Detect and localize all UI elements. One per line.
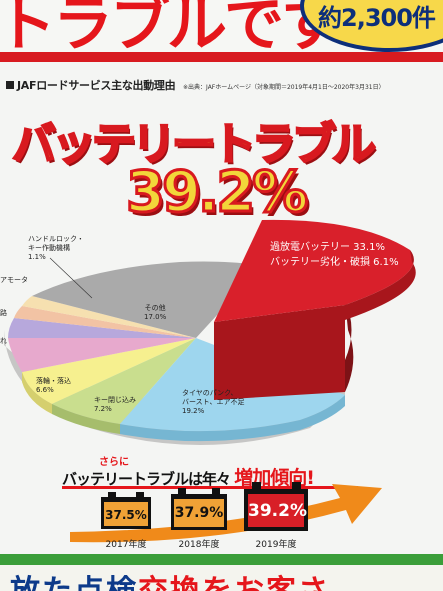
battery-2018-icon: [171, 488, 227, 530]
battery-2019-value: 39.2%: [248, 501, 307, 521]
slice-battery-wall: [214, 305, 345, 400]
other-slice-label: その他 17.0%: [144, 304, 167, 321]
slice-key-side: [52, 404, 120, 434]
trend-pre: さらに: [99, 457, 129, 468]
battery-2019-icon: [244, 482, 308, 531]
slice-salmon: [14, 306, 196, 338]
battery-2017-icon: [101, 492, 151, 529]
road-slice-label: 路: [0, 309, 7, 317]
battery-2017-value: 37.5%: [105, 508, 147, 522]
chart-subtitle: JAFロードサービス主な出動理由: [6, 77, 176, 93]
slice-key: [52, 338, 196, 424]
tire-slice-label: タイヤのパンク、 バースト、エア不足 19.2%: [182, 389, 245, 415]
slice-purple: [8, 318, 196, 338]
wheel-slice-label: 落輪・落込 6.6%: [36, 377, 71, 394]
bottom-slogan-accent: 交換: [138, 574, 202, 591]
bottom-slogan: 放た点検交換をお客さ: [10, 566, 330, 591]
trend-heading-text: バッテリートラブルは年々: [62, 470, 231, 488]
red-rule: [0, 52, 443, 62]
hero-percent: 39.2%: [124, 159, 309, 227]
chart-subtitle-text: JAFロードサービス主な出動理由: [17, 79, 176, 92]
slice-handle: [22, 296, 196, 338]
corner-count: 約2,300件: [318, 4, 436, 32]
trend-rule: [62, 486, 358, 489]
battery-2018-value: 37.9%: [174, 505, 224, 521]
cut-slice-label: れ: [0, 337, 7, 345]
battery-slice-label: 過放電バッテリー 33.1% バッテリー劣化・破損 6.1%: [270, 242, 399, 268]
slice-tire-side: [120, 395, 345, 442]
year-2018: 2018年度: [178, 540, 220, 550]
slice-pink: [8, 338, 196, 372]
bottom-slogan-tail: をお客さ: [202, 574, 330, 591]
slice-other: [32, 261, 262, 338]
source-note: ※出典：JAFホームページ（対象期間＝2019年4月1日～2020年3月31日）: [183, 84, 385, 91]
slice-battery: [214, 219, 414, 322]
year-2019: 2019年度: [255, 540, 297, 550]
trend-arrow: [70, 484, 382, 543]
slice-wheel: [22, 338, 196, 404]
leader-line: [49, 257, 93, 299]
year-2017: 2017年度: [105, 540, 147, 550]
bottom-slogan-main: 放た点検: [10, 574, 138, 591]
slice-battery-side: [345, 300, 354, 392]
motor-slice-label: アモータ: [0, 276, 28, 284]
bottom-strip: [0, 565, 443, 591]
square-bullet-icon: [6, 81, 14, 89]
hero-title: バッテリートラブル: [11, 118, 378, 172]
key-slice-label: キー閉じ込み 7.2%: [94, 396, 136, 413]
slice-battery-edge: [345, 250, 416, 320]
slice-wheel-side: [22, 372, 52, 414]
handle-slice-label: ハンドルロック・ キー作動機構 1.1%: [28, 235, 84, 261]
